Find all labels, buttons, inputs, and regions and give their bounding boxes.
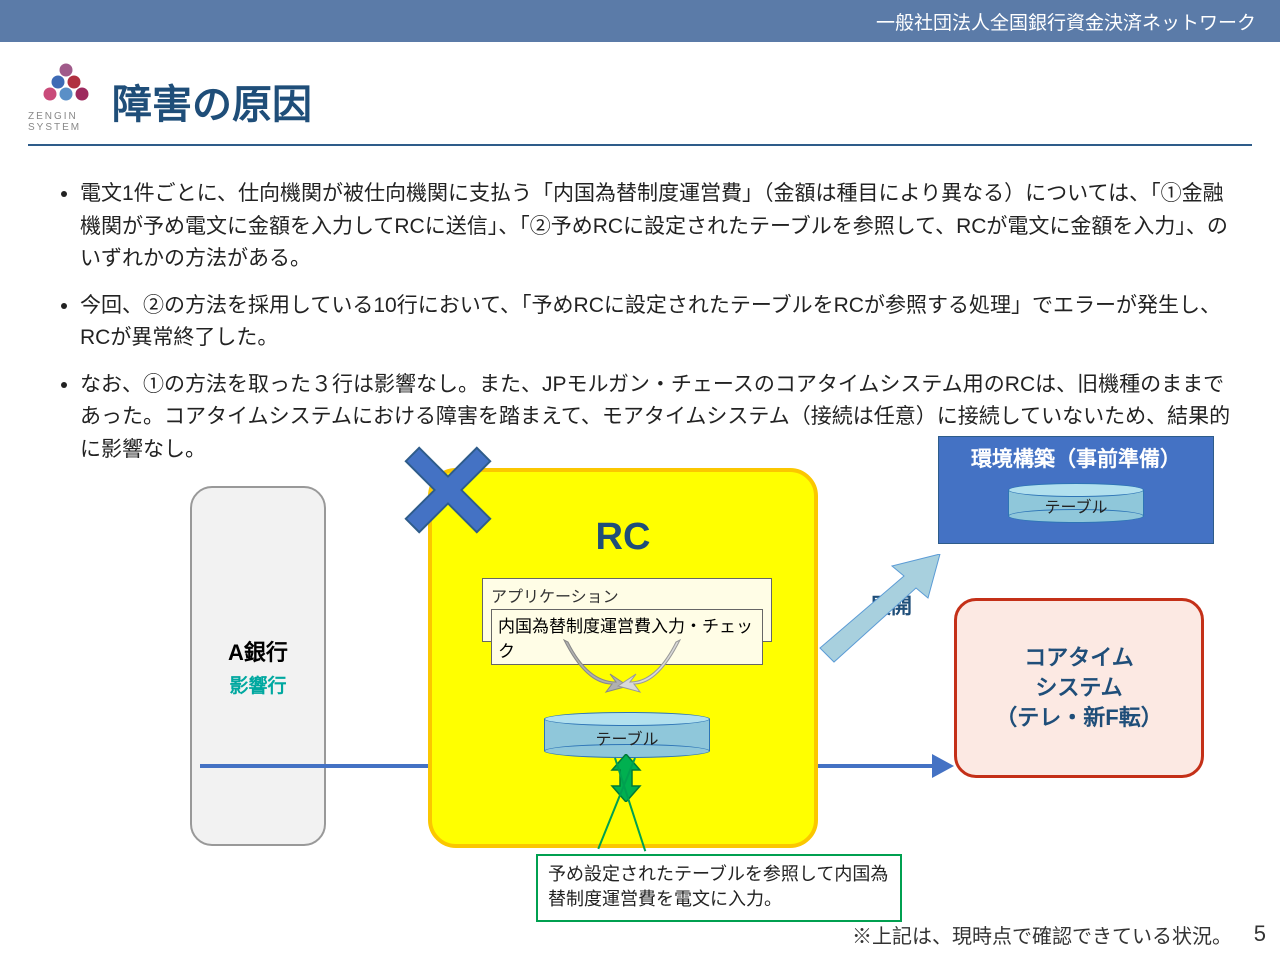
env-table-label: テーブル — [1008, 493, 1144, 517]
application-box: アプリケーション 内国為替制度運営費入力・チェック — [482, 578, 772, 642]
header-bar: 一般社団法人全国銀行資金決済ネットワーク — [0, 0, 1280, 42]
coretime-line2: システム — [995, 673, 1162, 703]
page-title: 障害の原因 — [112, 72, 312, 130]
bullet-item: 電文1件ごとに、仕向機関が被仕向機関に支払う「内国為替制度運営費」（金額は種目に… — [80, 178, 1240, 276]
env-title: 環境構築（事前準備） — [971, 443, 1181, 473]
logo: ZENGIN SYSTEM — [28, 62, 98, 133]
coretime-line3: （テレ・新F転） — [995, 703, 1162, 733]
bank-box: A銀行 影響行 — [190, 486, 326, 846]
callout-box: 予め設定されたテーブルを参照して内国為替制度運営費を電文に入力。 — [536, 854, 902, 922]
cross-error-icon — [400, 442, 496, 538]
curve-arrows-icon — [528, 634, 708, 709]
coretime-line1: コアタイム — [995, 643, 1162, 673]
rc-label: RC — [596, 516, 651, 559]
deploy-arrow-icon — [810, 554, 950, 679]
logo-text-1: ZENGIN — [28, 111, 98, 122]
logo-text-2: SYSTEM — [28, 122, 98, 133]
org-name: 一般社団法人全国銀行資金決済ネットワーク — [876, 8, 1256, 35]
logo-dots-icon — [28, 62, 98, 104]
bank-name: A銀行 — [228, 635, 288, 667]
app-label: アプリケーション — [491, 583, 763, 607]
bank-sub: 影響行 — [229, 671, 286, 698]
rc-table-label: テーブル — [544, 725, 710, 749]
rc-table-cylinder: テーブル — [544, 712, 710, 758]
env-box: 環境構築（事前準備） テーブル — [938, 436, 1214, 544]
coretime-box: コアタイム システム （テレ・新F転） — [954, 598, 1204, 778]
title-underline — [28, 144, 1252, 146]
page-title-block: 障害の原因 — [112, 72, 312, 130]
env-table-cylinder: テーブル — [1008, 483, 1144, 523]
diagram-area: A銀行 影響行 RC アプリケーション 内国為替制度運営費入力・チェック テーブ… — [0, 438, 1280, 908]
flow-arrowhead-icon — [932, 754, 954, 778]
bullet-item: 今回、②の方法を採用している10行において、「予めRCに設定されたテーブルをRC… — [80, 290, 1240, 355]
footnote: ※上記は、現時点で確認できている状況。 — [852, 920, 1232, 949]
coretime-text: コアタイム システム （テレ・新F転） — [995, 643, 1162, 732]
page-number: 5 — [1254, 921, 1266, 947]
